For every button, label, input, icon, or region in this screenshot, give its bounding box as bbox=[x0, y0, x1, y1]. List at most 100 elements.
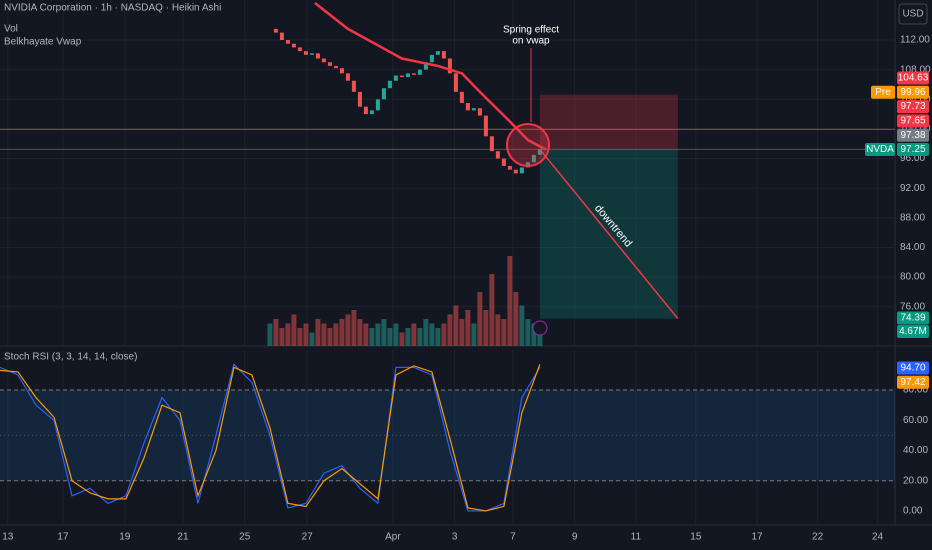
candle bbox=[399, 75, 404, 78]
candle bbox=[465, 102, 470, 111]
x-tick-label: 24 bbox=[872, 532, 884, 543]
rsi-band bbox=[0, 390, 895, 481]
y-tick-label: 20.00 bbox=[903, 475, 928, 486]
currency[interactable]: USD bbox=[902, 9, 923, 20]
y-tick-label: 84.00 bbox=[900, 242, 925, 253]
y-tick-label: 92.00 bbox=[900, 183, 925, 194]
y-tick-label: 96.00 bbox=[900, 153, 925, 164]
candle bbox=[525, 162, 530, 168]
volume-bar bbox=[399, 332, 405, 346]
volume-bar bbox=[507, 256, 513, 346]
candle bbox=[357, 91, 362, 107]
annotation: on vwap bbox=[512, 36, 550, 47]
candle bbox=[387, 80, 392, 89]
volume-bar bbox=[465, 310, 471, 346]
candle bbox=[519, 167, 524, 174]
candle bbox=[321, 58, 326, 63]
price-badge-text: 97.65 bbox=[900, 116, 925, 127]
candle bbox=[423, 62, 428, 70]
volume-bar bbox=[291, 314, 297, 346]
x-tick-label: 17 bbox=[751, 532, 763, 543]
price-badge bbox=[897, 375, 929, 389]
x-tick-label: 17 bbox=[57, 532, 69, 543]
candle bbox=[351, 80, 356, 92]
candle bbox=[489, 136, 494, 152]
y-tick-label: 108.00 bbox=[900, 64, 931, 75]
volume-bar bbox=[489, 274, 495, 346]
vwap-line bbox=[314, 1, 547, 151]
annotation: Spring effect bbox=[503, 25, 559, 36]
candle bbox=[459, 91, 464, 103]
candle bbox=[447, 58, 452, 74]
price-badge bbox=[897, 143, 929, 156]
candle bbox=[405, 73, 410, 78]
candle bbox=[441, 51, 446, 59]
badge-tag-text: Pre bbox=[875, 87, 891, 98]
price-badge-text: 94.70 bbox=[900, 363, 925, 374]
volume-bar bbox=[531, 323, 537, 346]
price-badge bbox=[897, 114, 929, 128]
y-tick-label: 60.00 bbox=[903, 415, 928, 426]
volume-bar bbox=[375, 323, 381, 346]
candle bbox=[297, 47, 302, 52]
price-badge bbox=[897, 71, 929, 85]
price-badge-text: 74.39 bbox=[900, 313, 925, 324]
candle bbox=[513, 169, 518, 174]
volume-bar bbox=[387, 328, 393, 346]
price-badge-text: 4.67M bbox=[899, 326, 927, 337]
volume-bar bbox=[423, 319, 429, 346]
volume-bar bbox=[351, 310, 357, 346]
price-badge-text: 104.63 bbox=[898, 73, 929, 84]
y-tick-label: 0.00 bbox=[903, 506, 923, 517]
volume-bar bbox=[309, 332, 315, 346]
y-tick-label: 88.00 bbox=[900, 212, 925, 223]
y-tick-label: 76.00 bbox=[900, 301, 925, 312]
symbol-title: NVIDIA Corporation · 1h · NASDAQ · Heiki… bbox=[4, 3, 221, 14]
volume-bar bbox=[441, 323, 447, 346]
volume-bar bbox=[477, 292, 483, 346]
volume-bar bbox=[513, 292, 519, 346]
candle bbox=[483, 115, 488, 137]
volume-bar bbox=[417, 328, 423, 346]
volume-bar bbox=[303, 323, 309, 346]
x-tick-label: 27 bbox=[302, 532, 314, 543]
y-tick-label: 104.00 bbox=[900, 94, 931, 105]
volume-bar bbox=[471, 323, 477, 346]
price-badge bbox=[897, 100, 929, 114]
event-icon[interactable] bbox=[532, 320, 548, 336]
volume-bar bbox=[357, 319, 363, 346]
price-badge-text: 97.25 bbox=[900, 144, 925, 155]
candle bbox=[369, 110, 374, 115]
x-tick-label: 11 bbox=[631, 532, 642, 543]
price-badge bbox=[897, 85, 929, 99]
x-tick-label: 21 bbox=[177, 532, 189, 543]
y-tick-label: 40.00 bbox=[903, 445, 928, 456]
badge-tag bbox=[865, 143, 895, 156]
volume-bar bbox=[411, 323, 417, 346]
volume-bar bbox=[495, 314, 501, 346]
price-badge bbox=[897, 361, 929, 375]
volume-bar bbox=[405, 328, 411, 346]
trend-arrow bbox=[539, 148, 679, 320]
x-tick-label: 25 bbox=[239, 532, 251, 543]
price-badge-text: 99.96 bbox=[900, 87, 925, 98]
candle bbox=[375, 99, 380, 111]
x-tick-label: 19 bbox=[119, 532, 131, 543]
candle bbox=[285, 40, 290, 44]
volume-bar bbox=[327, 328, 333, 346]
volume-bar bbox=[363, 323, 369, 346]
candle bbox=[417, 69, 422, 75]
candle bbox=[333, 65, 338, 69]
volume-bar bbox=[339, 319, 345, 346]
badge-tag-text: NVDA bbox=[866, 144, 894, 155]
volume-bar bbox=[369, 328, 375, 346]
volume-bar bbox=[315, 319, 321, 346]
candle bbox=[327, 62, 332, 66]
price-badge-text: 97.42 bbox=[900, 377, 925, 388]
candle bbox=[429, 54, 434, 63]
candle bbox=[315, 53, 320, 59]
candle bbox=[471, 108, 476, 111]
x-tick-label: 15 bbox=[690, 532, 702, 543]
volume-bar bbox=[285, 323, 291, 346]
currency-button[interactable] bbox=[898, 3, 928, 25]
